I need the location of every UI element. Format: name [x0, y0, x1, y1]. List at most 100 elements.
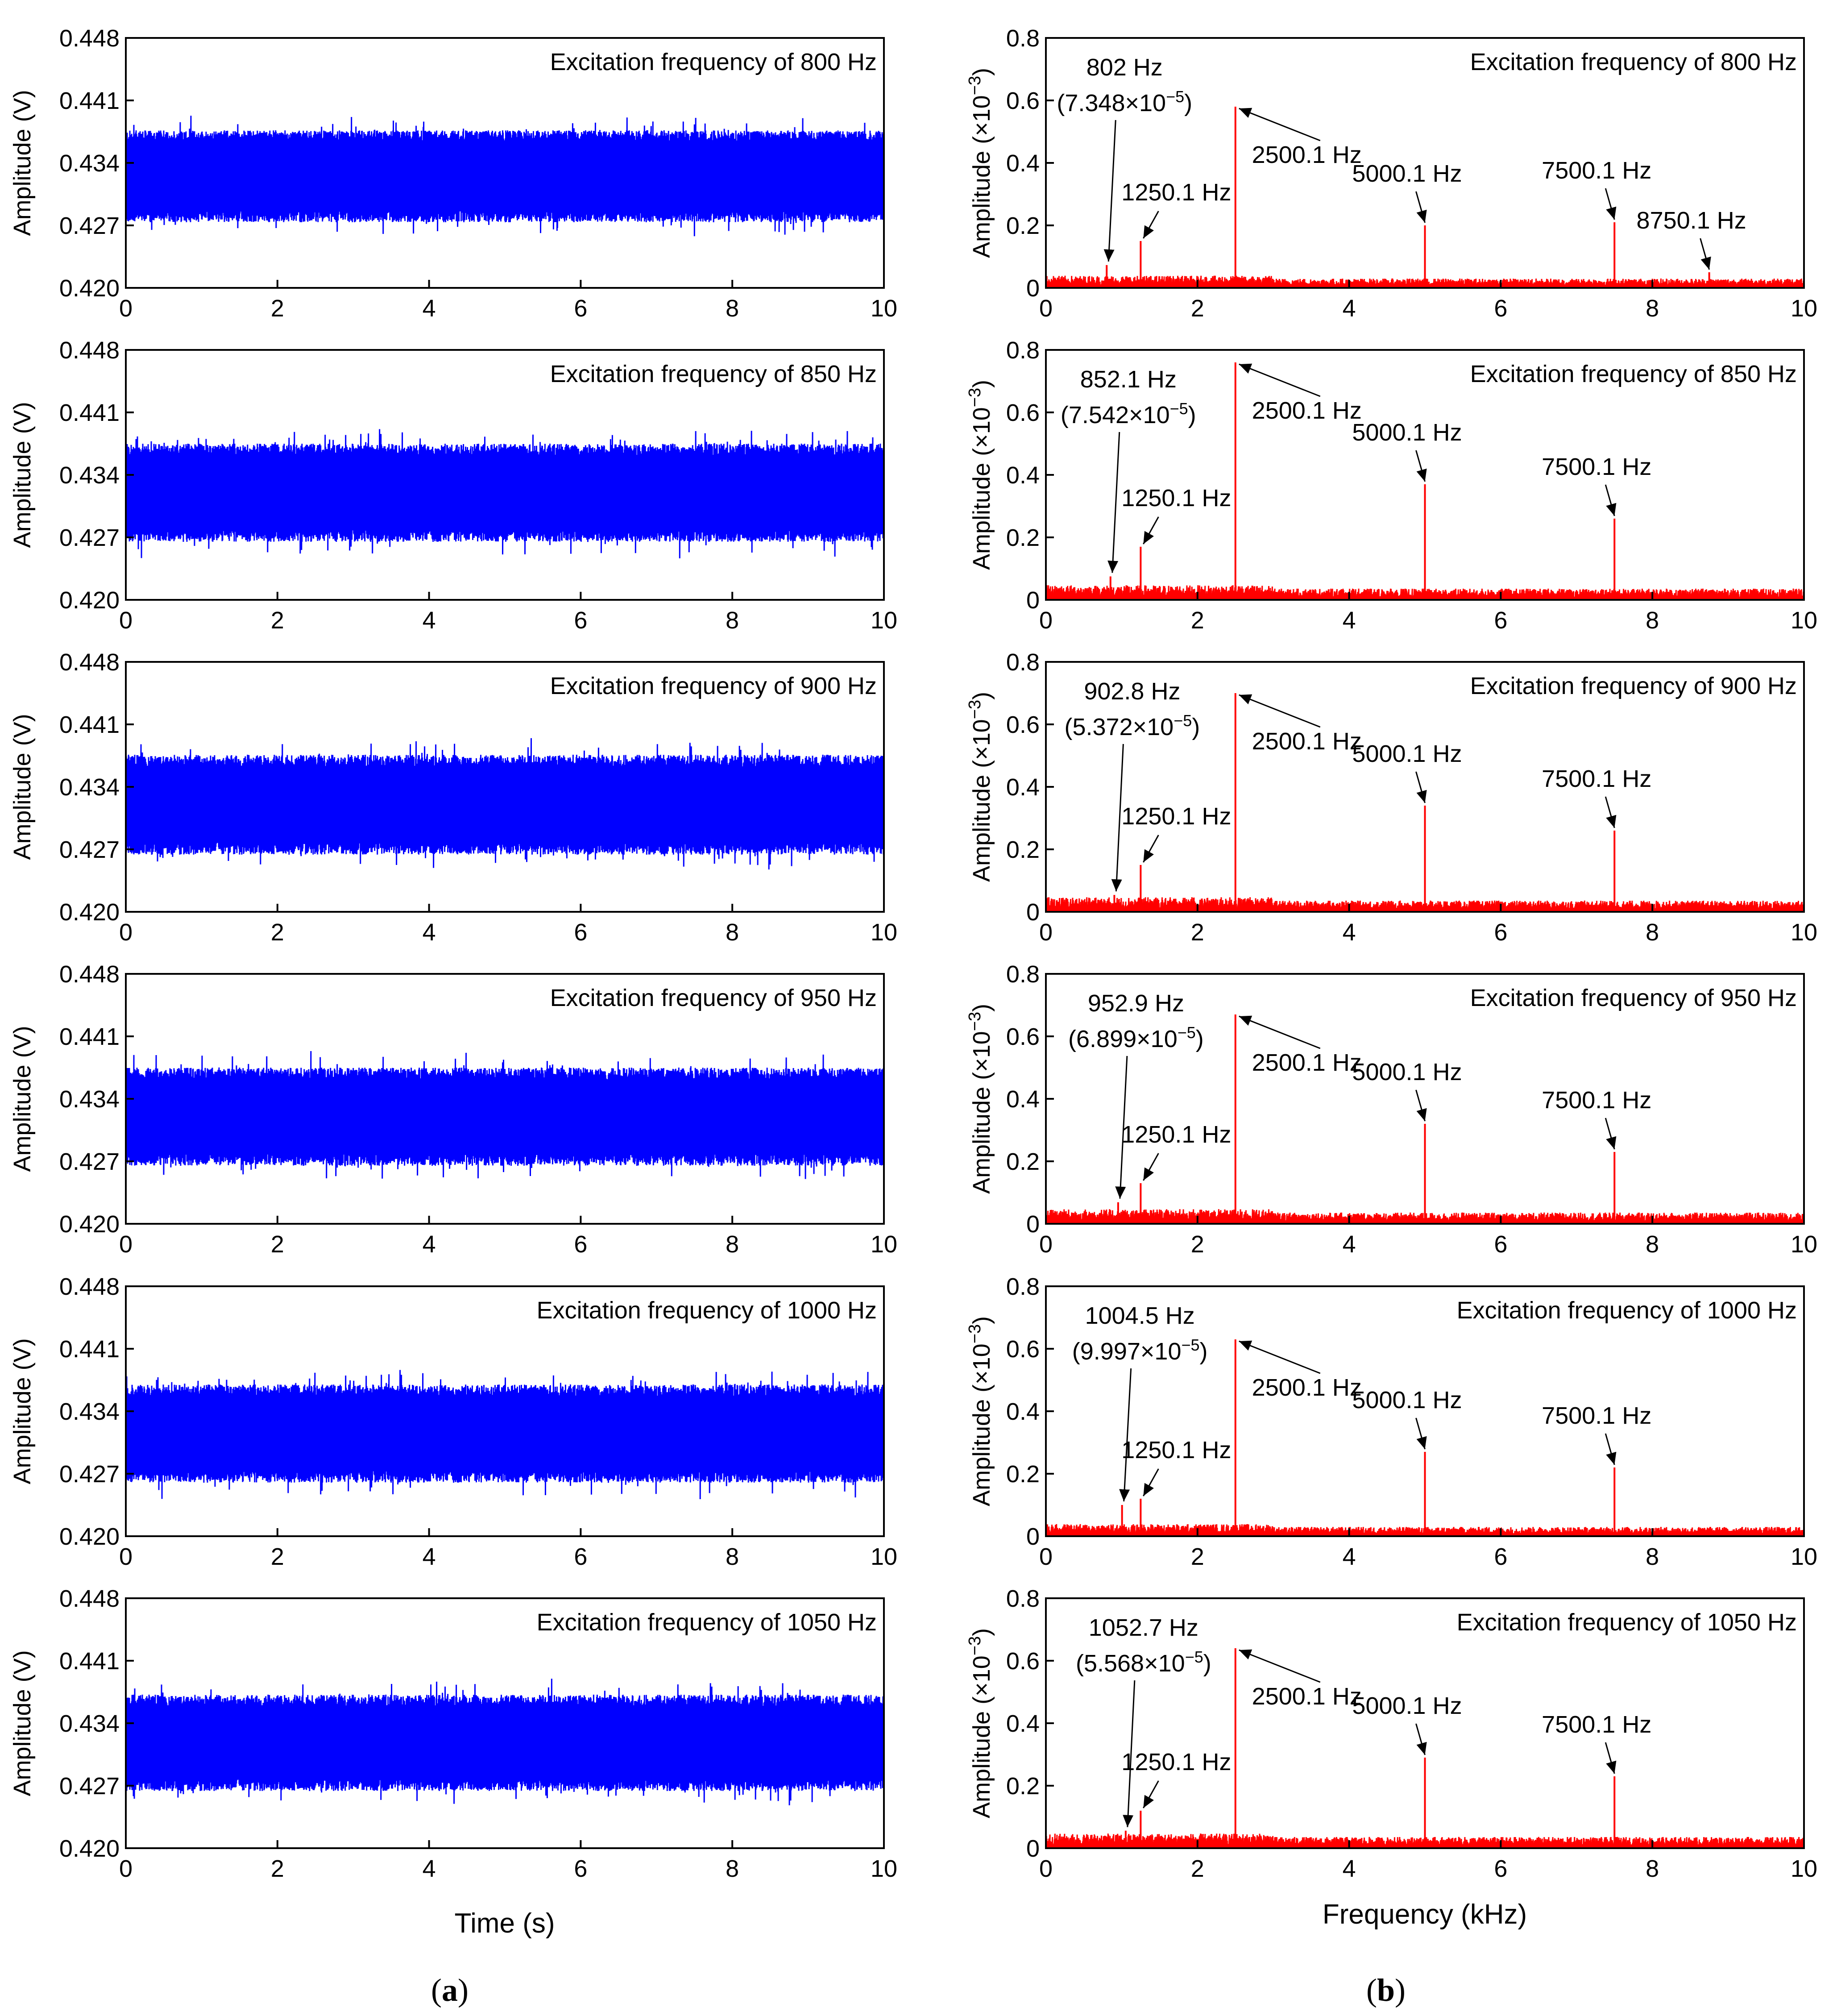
y-tick-label: 0.448 — [59, 1585, 120, 1612]
y-tick-label: 0.6 — [1006, 1648, 1040, 1675]
y-tick-label: 0.448 — [59, 25, 120, 52]
peak-arrow — [1415, 1723, 1427, 1755]
panel-a-5: 0 2 4 6 8 10 0.420 0.427 0.434 0.441 0.448 Excitati… — [9, 1273, 897, 1570]
peak-label: 1250.1 Hz — [1121, 803, 1231, 830]
y-tick-label: 0.2 — [1006, 836, 1040, 863]
peak-arrow — [1119, 1368, 1132, 1502]
panel-b-1: 802 Hz (7.348×10−5) 1250.1 Hz 2500.1 Hz5000… — [966, 25, 1817, 322]
x-tick-label: 4 — [1343, 607, 1356, 634]
x-tick-label: 8 — [726, 1543, 739, 1570]
y-tick-label: 0.441 — [59, 711, 120, 738]
x-tick-label: 4 — [423, 1543, 436, 1570]
x-tick-label: 0 — [119, 295, 133, 322]
x-tick-label: 0 — [119, 1543, 133, 1570]
x-tick-label: 8 — [726, 919, 739, 946]
y-tick-label: 0.4 — [1006, 1710, 1040, 1737]
x-tick-label: 4 — [423, 1231, 436, 1258]
peak-label: 1250.1 Hz — [1121, 179, 1231, 206]
peak-arrow — [1605, 796, 1617, 828]
y-tick-label: 0.448 — [59, 1273, 120, 1300]
peak-label: 5000.1 Hz — [1352, 1387, 1462, 1413]
peak-arrow — [1239, 1340, 1321, 1374]
y-axis-label: Amplitude (×10−3) — [966, 68, 995, 258]
x-tick-label: 10 — [1791, 1543, 1817, 1570]
y-tick-label: 0.4 — [1006, 774, 1040, 801]
x-tick-label: 10 — [1791, 1855, 1817, 1882]
peak-arrow — [1143, 1153, 1159, 1181]
x-tick-label: 4 — [423, 295, 436, 322]
x-tick-label: 10 — [1791, 919, 1817, 946]
peak-label: 852.1 Hz — [1080, 366, 1177, 393]
peak-arrow — [1415, 450, 1427, 482]
y-tick-label: 0.427 — [59, 1148, 120, 1175]
y-tick-label: 0.4 — [1006, 1086, 1040, 1113]
y-tick-label: 0.4 — [1006, 150, 1040, 177]
caption-b: (b) — [1366, 1972, 1406, 2008]
y-tick-label: 0.427 — [59, 524, 120, 551]
x-tick-label: 10 — [1791, 607, 1817, 634]
x-tick-label: 0 — [1039, 1231, 1053, 1258]
y-tick-label: 0.420 — [59, 1523, 120, 1550]
panel-a-6: 0 2 4 6 8 10 0.420 0.427 0.434 0.441 0.448 Excitati… — [9, 1585, 897, 1882]
peak-value-label: (5.372×10−5) — [1065, 711, 1200, 741]
panel-title: Excitation frequency of 900 Hz — [1470, 673, 1797, 699]
y-tick-label: 0.8 — [1006, 1273, 1040, 1300]
peak-arrow — [1415, 1089, 1427, 1122]
x-tick-label: 6 — [1494, 919, 1507, 946]
x-tick-label: 0 — [119, 1855, 133, 1882]
x-tick-label: 8 — [1646, 607, 1659, 634]
y-tick-label: 0.427 — [59, 1773, 120, 1800]
peak-arrow — [1143, 1468, 1159, 1496]
peak-arrow — [1605, 484, 1617, 516]
x-tick-label: 4 — [423, 607, 436, 634]
y-tick-label: 0.434 — [59, 462, 120, 489]
x-tick-label: 10 — [871, 919, 897, 946]
x-tick-label: 10 — [1791, 295, 1817, 322]
x-tick-label: 2 — [271, 295, 284, 322]
peak-label: 7500.1 Hz — [1542, 765, 1651, 792]
y-tick-label: 0.6 — [1006, 711, 1040, 738]
panel-title: Excitation frequency of 1000 Hz — [1457, 1297, 1797, 1324]
x-tick-label: 6 — [574, 1855, 587, 1882]
y-tick-label: 0.441 — [59, 87, 120, 114]
x-tick-label: 0 — [119, 919, 133, 946]
y-tick-label: 0.2 — [1006, 1461, 1040, 1488]
y-axis-label: Amplitude (V) — [9, 402, 36, 548]
x-tick-label: 0 — [1039, 1855, 1053, 1882]
peak-arrow — [1415, 1417, 1427, 1450]
time-series-core-a-5 — [127, 1406, 883, 1461]
y-tick-label: 0.434 — [59, 1086, 120, 1113]
peak-label: 7500.1 Hz — [1542, 157, 1651, 184]
y-tick-label: 0.420 — [59, 1835, 120, 1862]
peak-value-label: (9.997×10−5) — [1072, 1336, 1208, 1365]
panel-title: Excitation frequency of 800 Hz — [1470, 49, 1797, 75]
panel-title: Excitation frequency of 1000 Hz — [537, 1297, 877, 1324]
x-tick-label: 0 — [1039, 295, 1053, 322]
x-tick-label: 2 — [1191, 607, 1204, 634]
x-tick-label: 6 — [1494, 1231, 1507, 1258]
x-tick-label: 0 — [1039, 919, 1053, 946]
y-axis-label: Amplitude (V) — [9, 1026, 36, 1172]
peak-arrow — [1103, 120, 1116, 262]
y-tick-label: 0.434 — [59, 1398, 120, 1425]
y-axis-label: Amplitude (V) — [9, 1338, 36, 1484]
time-series-core-a-4 — [127, 1089, 883, 1144]
peak-label: 2500.1 Hz — [1252, 1374, 1362, 1401]
peak-label: 952.9 Hz — [1088, 990, 1184, 1017]
x-axis-label-frequency: Frequency (kHz) — [1323, 1899, 1527, 1930]
peak-label: 1004.5 Hz — [1085, 1302, 1195, 1329]
peak-arrow — [1239, 1015, 1321, 1049]
peak-arrow — [1605, 1742, 1617, 1774]
x-tick-label: 2 — [1191, 1543, 1204, 1570]
y-tick-label: 0.8 — [1006, 649, 1040, 676]
x-axis-label-time: Time (s) — [455, 1908, 555, 1939]
y-axis-label: Amplitude (×10−3) — [966, 1004, 995, 1194]
x-tick-label: 4 — [1343, 1543, 1356, 1570]
x-tick-label: 6 — [1494, 1543, 1507, 1570]
x-tick-label: 4 — [1343, 919, 1356, 946]
y-tick-label: 0.448 — [59, 649, 120, 676]
peak-label: 5000.1 Hz — [1352, 419, 1462, 446]
x-tick-label: 10 — [871, 607, 897, 634]
y-tick-label: 0.6 — [1006, 87, 1040, 114]
x-tick-label: 6 — [1494, 295, 1507, 322]
